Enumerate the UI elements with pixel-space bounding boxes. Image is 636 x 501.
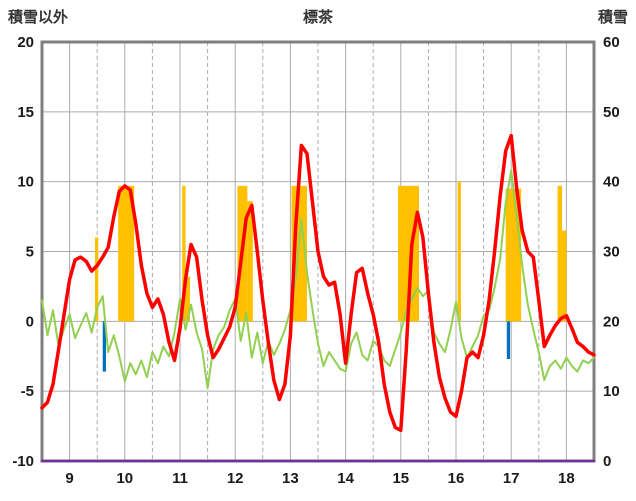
x-tick-label: 10 [116, 470, 133, 487]
temperature-red-line [40, 133, 596, 433]
x-tick-label: 15 [392, 470, 409, 487]
sunshine-bars-bar [185, 276, 190, 322]
right-tick-label: 20 [603, 313, 620, 330]
sunshine-bars-bar [557, 185, 562, 322]
left-tick-label: -5 [21, 383, 34, 400]
left-tick-label: -10 [12, 453, 34, 470]
left-tick-label: 10 [17, 174, 34, 191]
right-tick-label: 50 [603, 104, 620, 121]
x-tick-label: 13 [282, 470, 299, 487]
sunshine-bars-bar [561, 230, 567, 322]
right-axis-title: 積雪 [597, 9, 628, 26]
left-tick-label: 20 [17, 34, 34, 51]
sunshine-bars-bar [457, 181, 461, 322]
x-tick-label: 14 [337, 470, 354, 487]
precipitation-bars-bar [102, 321, 107, 372]
left-tick-label: 5 [26, 244, 34, 261]
left-tick-label: 15 [17, 104, 34, 121]
right-tick-label: 40 [603, 174, 620, 191]
x-tick-label: 16 [448, 470, 465, 487]
x-tick-label: 9 [65, 470, 73, 487]
sunshine-bars-bar [398, 185, 420, 322]
green-line [41, 169, 595, 390]
left-axis-title: 積雪以外 [8, 9, 69, 26]
right-tick-label: 60 [603, 34, 620, 51]
sunshine-bars-bar [94, 237, 99, 322]
x-tick-label: 12 [227, 470, 244, 487]
right-tick-label: 10 [603, 383, 620, 400]
x-tick-label: 18 [558, 470, 575, 487]
sunshine-bars-bar [118, 185, 135, 322]
right-tick-label: 0 [603, 453, 611, 470]
right-tick-label: 30 [603, 244, 620, 261]
x-tick-label: 17 [503, 470, 520, 487]
sunshine-bars-bar [247, 201, 253, 322]
x-tick-label: 11 [172, 470, 188, 487]
chart-title: 標茶 [302, 9, 333, 26]
precipitation-bars-bar [506, 321, 511, 360]
sunshine-bars-bar [182, 185, 186, 322]
left-tick-label: 0 [26, 313, 34, 330]
